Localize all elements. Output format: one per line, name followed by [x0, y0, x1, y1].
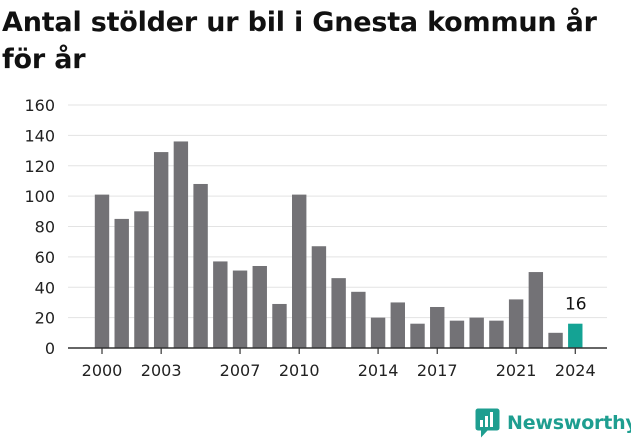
bar-2002 [134, 211, 149, 348]
bar-2010 [292, 194, 307, 348]
bar-2001 [114, 218, 129, 348]
y-tick-label: 120 [24, 157, 55, 176]
y-tick-label: 60 [35, 248, 55, 267]
x-tick-label: 2000 [82, 361, 123, 380]
bar-2011 [311, 246, 327, 348]
y-tick-label: 0 [45, 339, 55, 358]
x-tick-label: 2014 [358, 361, 399, 380]
bar-2021 [508, 299, 524, 348]
x-tick-label: 2007 [220, 361, 261, 380]
bar-2017 [430, 306, 445, 348]
y-tick-label: 140 [24, 126, 55, 145]
bar-2014 [370, 317, 386, 349]
x-tick-label: 2010 [279, 361, 320, 380]
brand-logo: Newsworthy [475, 407, 631, 439]
data-label-2024: 16 [565, 295, 587, 315]
bar-2018 [449, 320, 465, 348]
bar-2023 [548, 332, 563, 348]
bars [94, 141, 583, 349]
x-tick-label: 2024 [555, 361, 596, 380]
x-tick-label: 2021 [496, 361, 537, 380]
bar-2008 [252, 265, 267, 348]
bar-2005 [193, 183, 208, 348]
x-tick-label: 2003 [141, 361, 182, 380]
newsworthy-logo-icon [475, 408, 500, 438]
bar-2007 [232, 270, 248, 348]
x-axis [68, 347, 607, 354]
y-tick-label: 80 [35, 218, 55, 237]
bar-2022 [528, 272, 544, 348]
brand-name: Newsworthy [507, 412, 631, 434]
bar-2012 [331, 278, 346, 348]
bar-2000 [94, 194, 110, 348]
bar-2020 [489, 320, 504, 348]
bar-2003 [153, 152, 169, 348]
bar-2019 [469, 317, 484, 349]
y-tick-label: 100 [24, 187, 55, 206]
bar-2013 [351, 291, 366, 348]
bar-2004 [173, 141, 189, 348]
data-labels: 16 [565, 295, 587, 315]
y-tick-label: 20 [35, 309, 55, 328]
y-tick-label: 160 [24, 96, 55, 115]
bar-2024 [568, 323, 583, 348]
bar-2016 [410, 323, 425, 348]
x-axis-tick-labels: 2000 2003 2007 2010 2014 2017 2021 2024 [82, 361, 596, 380]
bar-2006 [213, 261, 228, 348]
y-tick-label: 40 [35, 278, 55, 297]
y-axis-tick-labels: 0 20 40 60 80 100 120 140 160 [24, 96, 55, 358]
bar-2009 [272, 303, 287, 348]
x-tick-label: 2017 [417, 361, 458, 380]
chart-title: Antal stölder ur bil i Gnesta kommun år … [2, 7, 597, 75]
bar-2015 [390, 302, 405, 348]
